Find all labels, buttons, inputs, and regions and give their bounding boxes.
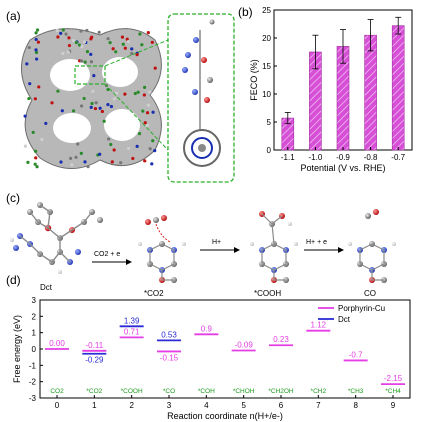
x-tick-label: -0.7 <box>391 153 405 162</box>
x-tick-label: 8 <box>353 401 358 410</box>
intermediate-label: *CH3 <box>348 388 364 395</box>
x-tick-label: 7 <box>316 401 321 410</box>
x-tick-label: 0 <box>55 401 60 410</box>
intermediate-label: *CO <box>163 388 175 395</box>
zoom-source-box <box>74 65 106 85</box>
energy-value-label: -0.15 <box>160 353 179 362</box>
y-tick-label: 5 <box>267 118 272 127</box>
intermediate-label: *COOH <box>121 388 143 395</box>
y-tick-label: 20 <box>262 34 271 43</box>
x-tick-label: 2 <box>129 401 134 410</box>
fe-co-bar-chart: 0 5 10 15 20 25 -1.1 -1.0 -0.9 -0.8 -0.7 Potential … <box>249 6 413 173</box>
x-tick-label: -0.9 <box>336 153 350 162</box>
intermediate-label: CO2 <box>50 388 64 395</box>
intermediate-label: *COH <box>198 388 215 395</box>
x-tick-label: 3 <box>167 401 172 410</box>
label-co2-adsorbed: *CO2 <box>144 289 164 298</box>
x-tick-label: 4 <box>204 401 209 410</box>
y-axis-label: Free energy (eV) <box>12 315 22 383</box>
framework-structure <box>21 28 169 169</box>
label-dct: Dct <box>40 283 53 292</box>
legend-entry: Dct <box>338 315 351 324</box>
intermediate-label: *CO2 <box>86 388 102 395</box>
y-tick-label: -2 <box>29 378 37 387</box>
free-energy-chart: 3 2 1 0 -1 -2 -3 0 CO2 1 *CO2 2 *COOH 3 *CO 4 *COH 5 *CHOH… <box>12 296 411 421</box>
energy-value-label: -0.29 <box>85 356 104 365</box>
arrow-label-3: H+ + e <box>306 239 327 246</box>
porphyrin-core <box>183 129 221 167</box>
y-tick-label: 0 <box>267 146 272 155</box>
x-tick-label: 6 <box>279 401 284 410</box>
y-tick-label: 10 <box>262 90 271 99</box>
y-axis-label: FECO (%) <box>249 59 259 101</box>
cooh-adsorbed <box>250 211 298 283</box>
panel-b: (b) 0 5 10 15 20 25 -1.1 -1.0 -0.9 -0.8 -0.7 Potent… <box>238 5 413 173</box>
energy-value-label: -0.7 <box>349 350 363 359</box>
energy-value-label: 1.39 <box>124 316 140 325</box>
co2-adsorbed <box>138 215 186 283</box>
panel-c: (c) Dct CO2 + e <box>6 191 396 298</box>
energy-value-label: 0.53 <box>161 330 177 339</box>
energy-value-label: -2.15 <box>384 374 403 383</box>
dct-molecule <box>10 202 103 274</box>
zoom-inset <box>167 13 235 183</box>
x-tick-label: 5 <box>241 401 246 410</box>
x-tick-label: 1 <box>92 401 97 410</box>
y-tick-label: -1 <box>29 361 37 370</box>
energy-value-label: -0.11 <box>86 341 104 350</box>
y-tick-label: -3 <box>29 394 37 403</box>
x-tick-label: 9 <box>391 401 396 410</box>
bar <box>364 34 377 151</box>
x-tick-label: -0.8 <box>364 153 378 162</box>
y-tick-label: 3 <box>32 296 37 305</box>
energy-value-label: 1.12 <box>311 321 327 330</box>
panel-c-label: (c) <box>6 191 20 205</box>
panel-a: (a) <box>6 9 235 183</box>
arrow-label-2: H+ <box>212 239 221 246</box>
co-product <box>348 209 396 283</box>
panel-b-label: (b) <box>238 5 253 19</box>
label-cooh-adsorbed: *COOH <box>254 289 281 298</box>
intermediate-label: *CHOH <box>233 388 255 395</box>
y-tick-label: 25 <box>262 6 271 15</box>
y-tick-label: 1 <box>32 329 37 338</box>
intermediate-label: *CH2 <box>311 388 327 395</box>
legend-entry: Porphyrin-Cu <box>338 304 385 313</box>
x-axis-label: Reaction coordinate n(H+/e-) <box>167 411 283 421</box>
energy-value-label: 0.9 <box>201 324 213 333</box>
panel-d: (d) 3 2 1 0 -1 -2 -3 0 CO2 1 *CO2 2 *COOH 3 *CO 4 *COH 5 *… <box>6 273 411 421</box>
energy-value-label: 0.71 <box>124 327 140 336</box>
panel-a-label: (a) <box>6 9 21 23</box>
arrow-label-1: CO2 + e <box>94 251 120 258</box>
y-tick-label: 15 <box>262 62 271 71</box>
intermediate-label: *CH2OH <box>268 388 294 395</box>
label-co: CO <box>364 289 376 298</box>
bar <box>391 25 405 151</box>
energy-value-label: 0.00 <box>49 339 65 348</box>
energy-value-label: -0.09 <box>235 340 254 349</box>
x-tick-label: -1.1 <box>281 153 295 162</box>
x-tick-label: -1.0 <box>309 153 323 162</box>
intermediate-label: *CH4 <box>385 388 401 395</box>
panel-d-label: (d) <box>6 273 21 287</box>
energy-value-label: 0.23 <box>273 335 289 344</box>
y-tick-label: 0 <box>32 345 37 354</box>
y-tick-label: 2 <box>32 312 37 321</box>
x-axis-label: Potential (V vs. RHE) <box>300 163 385 173</box>
